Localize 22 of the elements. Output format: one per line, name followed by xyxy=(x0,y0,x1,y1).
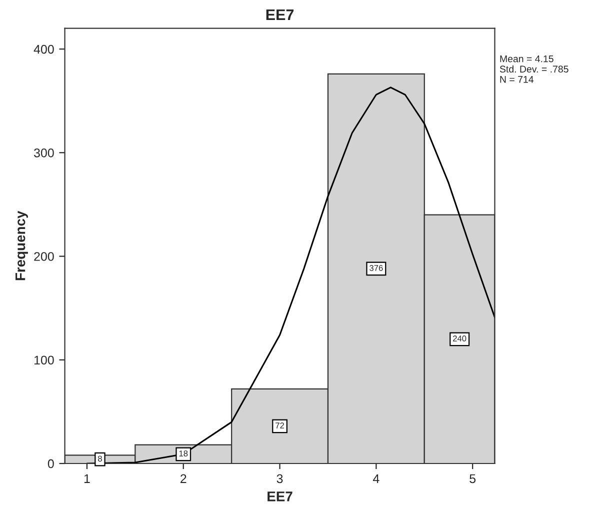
x-tick-label: 3 xyxy=(276,474,283,484)
x-tick-label: 2 xyxy=(180,474,186,483)
x-tick-label: 4 xyxy=(372,474,380,483)
data-label: 8 xyxy=(98,456,102,462)
y-tick-label: 400 xyxy=(34,44,54,54)
y-tick-label: 0 xyxy=(48,459,54,468)
line-series xyxy=(86,86,495,464)
text: Mean = 4.15 xyxy=(500,55,554,62)
text: Std. Dev. = .785 xyxy=(500,65,568,73)
data-label: 376 xyxy=(370,265,383,271)
x-axis-title: EE7 xyxy=(268,492,292,502)
y-tick-label: 300 xyxy=(34,148,54,158)
y-tick-label: 100 xyxy=(34,356,54,365)
data-label: 72 xyxy=(276,422,284,428)
text: N = 714 xyxy=(500,76,534,83)
chart-title: EE7 xyxy=(266,9,294,20)
data-label: 18 xyxy=(179,450,188,456)
y-axis-title: Frequency xyxy=(16,210,28,280)
x-tick-label: 5 xyxy=(470,474,476,484)
x-tick-label: 1 xyxy=(84,474,90,483)
data-label: 240 xyxy=(453,336,466,342)
y-tick-label: 200 xyxy=(34,252,54,261)
